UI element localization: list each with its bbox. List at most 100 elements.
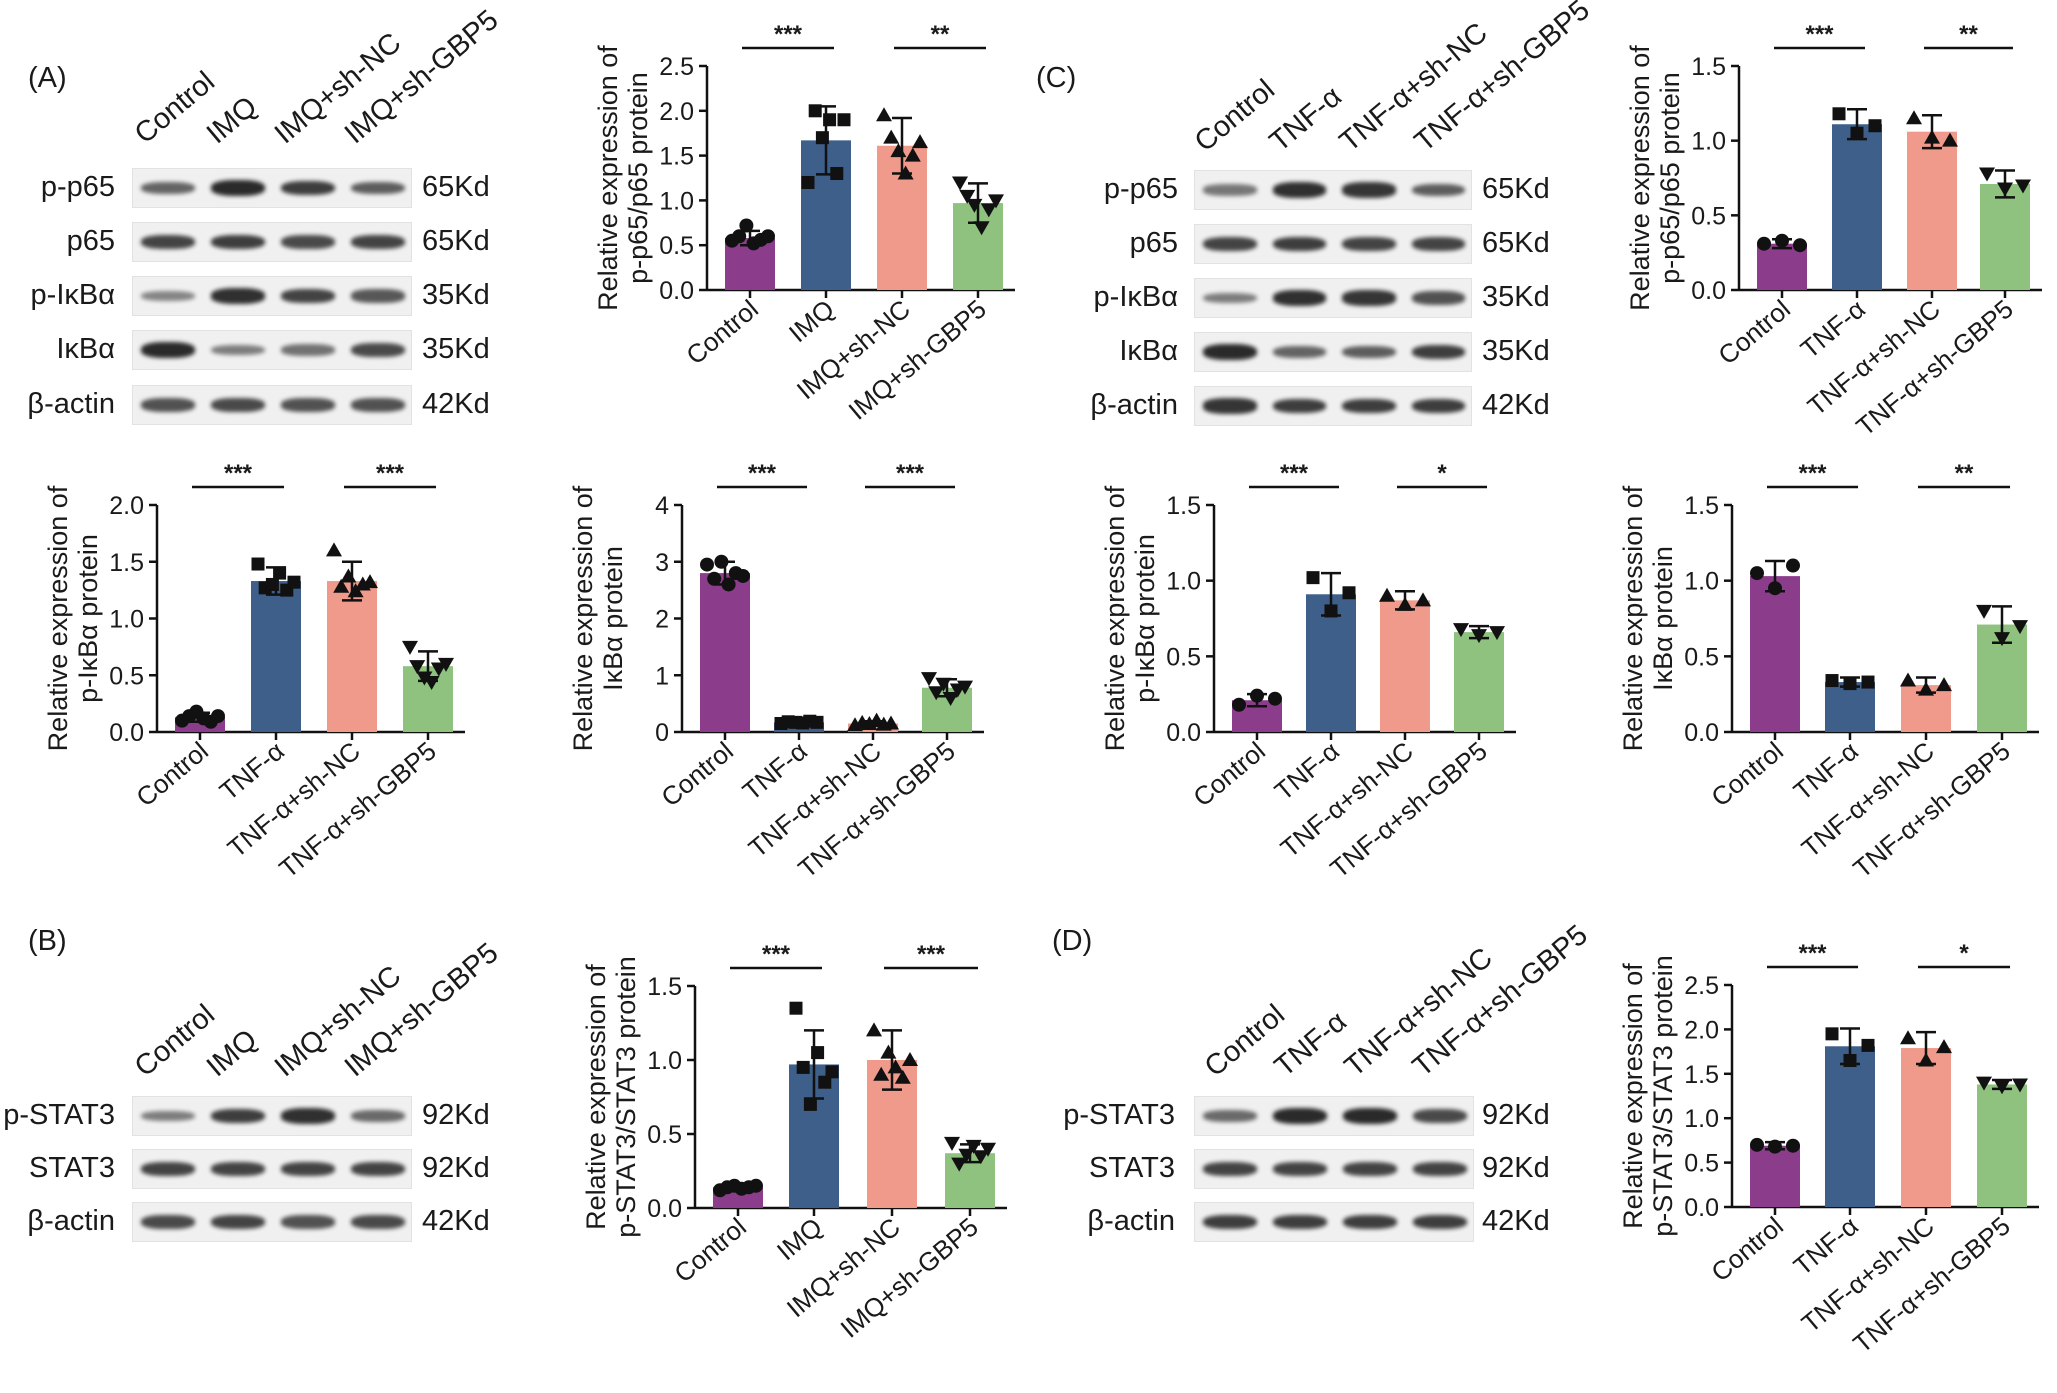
data-points-group <box>1306 571 1356 618</box>
y-tick-label: 1.0 <box>1684 568 1719 596</box>
data-point-marker <box>402 640 418 655</box>
data-point-marker <box>362 574 378 589</box>
y-tick-label: 2.0 <box>1684 1016 1719 1044</box>
protein-band <box>211 234 265 250</box>
protein-band <box>211 1214 265 1230</box>
data-point-marker <box>1415 592 1431 607</box>
data-points-group <box>801 104 851 189</box>
protein-band <box>351 234 405 250</box>
protein-band <box>1342 398 1396 414</box>
protein-band <box>1413 1214 1467 1230</box>
protein-band <box>211 180 265 196</box>
protein-band <box>351 398 405 412</box>
blot-strip <box>1194 1149 1474 1189</box>
protein-band <box>141 290 195 302</box>
protein-band <box>1413 1109 1467 1123</box>
data-point-marker <box>890 143 907 158</box>
data-point-marker <box>1861 1038 1875 1052</box>
y-tick-label: 0 <box>655 719 669 747</box>
protein-band <box>281 235 335 249</box>
data-point-marker <box>1997 182 2013 197</box>
y-axis-label: p-STAT3/STAT3 protein <box>611 956 641 1238</box>
y-tick-label: 0.5 <box>1684 643 1719 671</box>
bar-2 <box>1825 1046 1875 1207</box>
blot-strip <box>1194 170 1472 210</box>
protein-band <box>1203 1214 1257 1230</box>
blot-strip <box>132 222 412 262</box>
data-points-group <box>1976 604 2028 647</box>
y-tick-label: 0.0 <box>647 1195 682 1223</box>
y-axis-label: p-p65/p65 protein <box>623 72 653 284</box>
molecular-weight-label: 42Kd <box>422 388 490 420</box>
data-point-marker <box>988 194 1004 209</box>
protein-band <box>351 181 405 195</box>
y-tick-label: 1.5 <box>1166 492 1201 520</box>
data-point-marker <box>423 676 440 691</box>
protein-band <box>141 1161 195 1177</box>
data-point-marker <box>1750 566 1764 581</box>
blot-strip <box>132 330 412 370</box>
band-name: p-IκBα <box>1093 281 1178 313</box>
data-point-marker <box>1994 1080 2010 1095</box>
bar-4 <box>1454 632 1504 732</box>
data-point-marker <box>1906 110 1922 125</box>
data-point-marker <box>952 176 968 191</box>
data-point-marker <box>1750 1137 1764 1152</box>
bar-1 <box>700 573 750 732</box>
blot-strip <box>1194 224 1472 264</box>
data-point-marker <box>1843 1053 1857 1067</box>
data-point-marker <box>1768 581 1782 596</box>
data-point-marker <box>1994 632 2010 647</box>
data-point-marker <box>2012 1078 2028 1093</box>
data-point-marker <box>1453 623 1469 638</box>
bar-3 <box>1901 1048 1951 1207</box>
y-tick-label: 0.5 <box>109 662 144 690</box>
data-point-marker <box>1324 604 1338 618</box>
y-tick-label: 0.5 <box>1691 202 1726 230</box>
data-point-marker <box>1936 677 1952 692</box>
protein-band <box>281 1215 335 1229</box>
significance-label: ** <box>1959 21 1978 48</box>
protein-band <box>211 344 265 356</box>
protein-band <box>351 1161 405 1177</box>
molecular-weight-label: 42Kd <box>422 1205 490 1237</box>
protein-band <box>1342 345 1396 359</box>
band-name: β-actin <box>27 388 115 420</box>
data-point-marker <box>736 568 750 583</box>
protein-band <box>1273 1214 1327 1230</box>
significance-label: ** <box>1955 460 1974 487</box>
blot-strip <box>132 276 412 316</box>
protein-band <box>281 398 335 412</box>
data-point-marker <box>880 1044 897 1059</box>
y-tick-label: 0.0 <box>1684 1194 1719 1222</box>
bar-1 <box>1750 1145 1800 1207</box>
data-point-marker <box>1976 604 1992 619</box>
x-category-label: Control <box>1705 1211 1788 1288</box>
data-points-group <box>847 712 899 732</box>
data-point-marker <box>966 198 983 213</box>
protein-band <box>211 398 265 412</box>
data-point-marker <box>1832 107 1846 121</box>
data-point-marker <box>935 677 952 692</box>
protein-band <box>281 1108 335 1124</box>
data-points-group <box>921 672 973 706</box>
y-tick-label: 1.5 <box>1684 492 1719 520</box>
molecular-weight-label: 65Kd <box>422 225 490 257</box>
band-name: p-IκBα <box>30 279 115 311</box>
y-tick-label: 1.5 <box>109 549 144 577</box>
protein-band <box>1203 398 1257 414</box>
blot-strip <box>132 385 412 425</box>
data-points-group <box>1979 167 2031 197</box>
blot-strip <box>1194 332 1472 372</box>
y-axis-label: p-p65/p65 protein <box>1655 72 1685 284</box>
significance-label: *** <box>748 460 777 487</box>
data-point-marker <box>1306 571 1320 585</box>
data-points-group <box>1453 623 1505 644</box>
data-point-marker <box>944 1136 960 1151</box>
y-tick-label: 0.5 <box>1166 643 1201 671</box>
data-point-marker <box>789 1001 803 1015</box>
significance-label: *** <box>1805 21 1834 48</box>
data-points-group <box>952 176 1004 236</box>
